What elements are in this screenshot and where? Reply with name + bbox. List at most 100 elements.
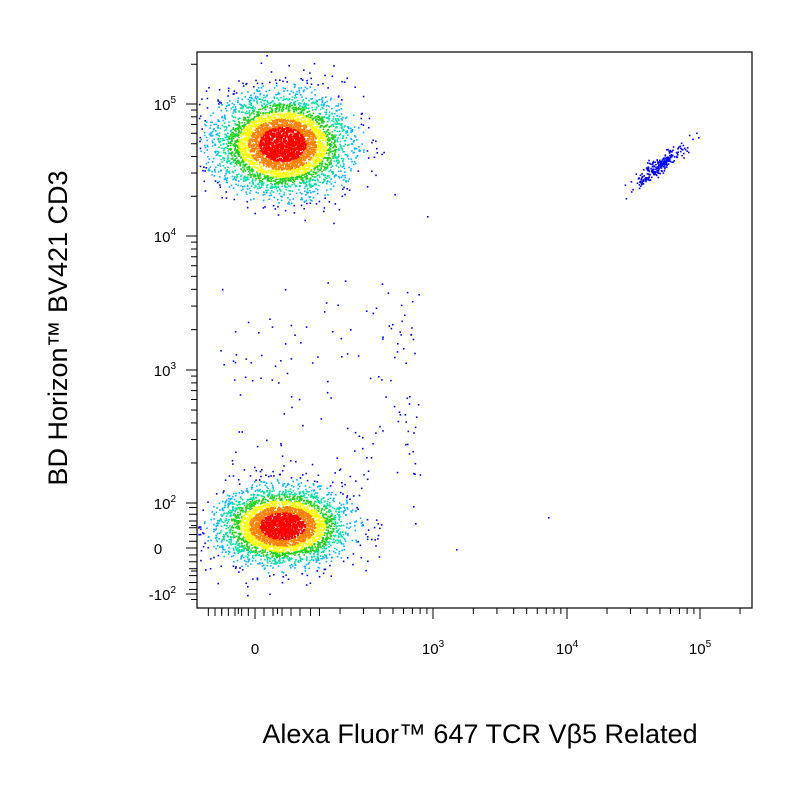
event-dot-cd3pos [306, 141, 309, 143]
event-dot-cd3pos [273, 134, 276, 137]
event-dot-cd3pos [342, 188, 344, 191]
event-dot-cd3pos [303, 109, 305, 112]
event-dot-cd3pos [228, 170, 230, 173]
event-dot-cd3pos [321, 162, 324, 165]
event-dot-cd3pos [249, 143, 252, 146]
event-dot-cd3pos [305, 141, 308, 144]
event-dot-cd3pos [345, 116, 348, 118]
event-dot-cd3pos [274, 150, 277, 152]
event-dot-cd3pos [297, 132, 300, 135]
event-dot-cd3pos [327, 105, 330, 108]
event-dot-cd3pos [308, 184, 310, 186]
event-dot-cd3pos [239, 103, 241, 105]
event-dot-cd3pos [206, 139, 208, 142]
event-dot-cd3pos [290, 141, 293, 144]
event-dot-cd3pos [350, 131, 352, 134]
event-dot-cd3pos [299, 114, 302, 116]
event-dot-cd3pos [341, 127, 343, 130]
event-dot-cd3pos [308, 196, 310, 198]
event-dot-cd3pos [305, 133, 307, 136]
event-dot-cd3pos [249, 113, 251, 115]
event-dot-cd3pos [302, 121, 305, 123]
event-dot-cd3pos [210, 121, 212, 123]
event-dot-cd3pos [309, 72, 311, 74]
event-dot-cd3pos [315, 187, 317, 190]
event-dot-cd3pos [350, 168, 352, 170]
event-dot-cd3pos [342, 165, 345, 167]
event-dot-cd3pos [294, 118, 297, 121]
event-dot-cd3pos [246, 206, 249, 209]
event-dot-cd3pos [297, 126, 300, 128]
event-dot-cd3pos [298, 114, 300, 117]
event-dot-cd3pos [287, 154, 290, 157]
event-dot-cd3pos [285, 115, 288, 117]
event-dot-cd3pos [288, 152, 291, 154]
event-dot-cd3pos [279, 106, 281, 109]
event-dot-cd3pos [253, 154, 255, 157]
event-dot-cd3pos [237, 126, 240, 129]
event-dot-cd3pos [291, 145, 293, 148]
event-dot-cd3pos [316, 136, 318, 138]
event-dot-cd3pos [324, 148, 327, 150]
event-dot-cd3pos [256, 140, 258, 142]
event-dot-cd3pos [257, 183, 260, 185]
event-dot-cd3pos [305, 131, 307, 133]
event-dot-cd3pos [304, 86, 307, 89]
event-dot-cd3pos [346, 131, 349, 133]
event-dot-cd3pos [338, 134, 341, 136]
event-dot-cd3pos [262, 178, 264, 180]
event-dot-cd3pos [266, 105, 269, 108]
event-dot-cd3pos [300, 78, 302, 80]
event-dot-cd3pos [217, 138, 220, 141]
event-dot-cd3pos [291, 99, 293, 101]
event-dot-cd3pos [285, 108, 287, 110]
event-dot-cd3pos [301, 192, 303, 195]
event-dot-cd3pos [207, 169, 210, 172]
event-dot-cd3pos [353, 135, 356, 137]
event-dot-cd3pos [247, 98, 250, 100]
event-dot-cd3pos [269, 110, 271, 113]
event-dot-cd3pos [356, 155, 358, 158]
event-dot-cd3pos [319, 162, 321, 165]
event-dot-cd3pos [315, 106, 318, 109]
event-dot-cd3pos [292, 121, 294, 124]
event-dot-cd3pos [245, 133, 247, 135]
event-dot-cd3pos [290, 154, 292, 156]
event-dot-cd3pos [276, 97, 278, 99]
event-dot-cd3pos [297, 123, 299, 125]
event-dot-cd3pos [338, 177, 341, 179]
event-dot-cd3pos [242, 144, 244, 146]
event-dot-cd3pos [205, 124, 207, 127]
event-dot-cd3pos [319, 108, 322, 111]
event-dot-cd3pos [212, 161, 214, 163]
event-dot-cd3pos [243, 129, 245, 132]
event-dot-cd3pos [234, 129, 237, 132]
event-dot-cd3pos [259, 172, 262, 175]
event-dot-cd3pos [368, 126, 370, 129]
event-dot-cd3pos [238, 161, 241, 163]
event-dot-cd3pos [275, 82, 278, 85]
event-dot-cd3pos [371, 141, 373, 144]
event-dot-cd3pos [207, 161, 210, 164]
event-dot-cd3pos [321, 146, 323, 149]
event-dot-cd3pos [303, 167, 306, 169]
event-dot-cd3pos [266, 191, 268, 194]
event-dot-cd3pos [318, 139, 320, 142]
event-dot-cd3pos [295, 114, 297, 117]
event-dot-cd3pos [318, 174, 320, 176]
event-dot-cd3pos [231, 157, 234, 159]
event-dot-cd3pos [296, 151, 298, 154]
event-dot-cd3pos [289, 185, 291, 188]
event-dot-cd3pos [243, 136, 246, 139]
event-dot-cd3pos [329, 147, 331, 149]
event-dot-cd3pos [304, 121, 306, 123]
event-dot-cd3pos [240, 151, 243, 154]
event-dot-cd3pos [235, 151, 237, 153]
event-dot-cd3pos [300, 146, 302, 149]
event-dot-cd3pos [260, 140, 263, 142]
event-dot-cd3pos [358, 149, 361, 151]
event-dot-cd3pos [257, 86, 260, 89]
event-dot-cd3pos [295, 153, 298, 155]
event-dot-cd3pos [236, 145, 238, 147]
event-dot-cd3pos [367, 157, 370, 159]
